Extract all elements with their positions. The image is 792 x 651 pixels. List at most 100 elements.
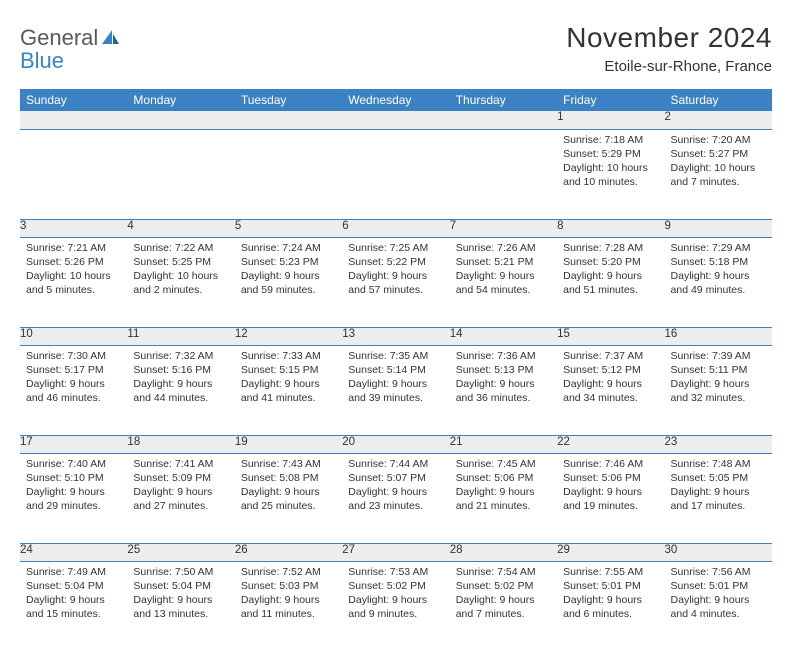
sunset-line: Sunset: 5:09 PM [133,471,228,485]
day-number-cell: 5 [235,219,342,237]
day-number-cell: 22 [557,435,664,453]
logo-text: General Blue [20,26,98,72]
sunset-line: Sunset: 5:11 PM [671,363,766,377]
sunrise-line: Sunrise: 7:18 AM [563,133,658,147]
daylight-line: Daylight: 9 hours and 25 minutes. [241,485,336,513]
sunset-line: Sunset: 5:12 PM [563,363,658,377]
sunset-line: Sunset: 5:15 PM [241,363,336,377]
day-details: Sunrise: 7:48 AMSunset: 5:05 PMDaylight:… [665,454,772,520]
day-cell [450,129,557,219]
day-number-cell: 12 [235,327,342,345]
day-cell: Sunrise: 7:43 AMSunset: 5:08 PMDaylight:… [235,453,342,543]
sunrise-line: Sunrise: 7:40 AM [26,457,121,471]
sunrise-line: Sunrise: 7:37 AM [563,349,658,363]
daylight-line: Daylight: 9 hours and 29 minutes. [26,485,121,513]
sunset-line: Sunset: 5:06 PM [456,471,551,485]
daylight-line: Daylight: 9 hours and 17 minutes. [671,485,766,513]
day-details: Sunrise: 7:44 AMSunset: 5:07 PMDaylight:… [342,454,449,520]
daylight-line: Daylight: 9 hours and 57 minutes. [348,269,443,297]
weekday-header: Thursday [450,89,557,111]
daylight-line: Daylight: 9 hours and 7 minutes. [456,593,551,621]
day-details: Sunrise: 7:53 AMSunset: 5:02 PMDaylight:… [342,562,449,628]
day-details: Sunrise: 7:37 AMSunset: 5:12 PMDaylight:… [557,346,664,412]
day-details: Sunrise: 7:40 AMSunset: 5:10 PMDaylight:… [20,454,127,520]
sunrise-line: Sunrise: 7:39 AM [671,349,766,363]
day-cell: Sunrise: 7:49 AMSunset: 5:04 PMDaylight:… [20,561,127,651]
sail-icon [100,28,120,48]
day-details: Sunrise: 7:52 AMSunset: 5:03 PMDaylight:… [235,562,342,628]
weekday-header: Friday [557,89,664,111]
sunrise-line: Sunrise: 7:50 AM [133,565,228,579]
day-details: Sunrise: 7:21 AMSunset: 5:26 PMDaylight:… [20,238,127,304]
day-cell: Sunrise: 7:36 AMSunset: 5:13 PMDaylight:… [450,345,557,435]
calendar-page: General Blue November 2024 Etoile-sur-Rh… [0,0,792,651]
logo-line2: Blue [20,48,64,73]
day-details: Sunrise: 7:29 AMSunset: 5:18 PMDaylight:… [665,238,772,304]
day-number-cell: 30 [665,543,772,561]
daylight-line: Daylight: 9 hours and 6 minutes. [563,593,658,621]
sunset-line: Sunset: 5:27 PM [671,147,766,161]
weekday-header: Monday [127,89,234,111]
day-cell: Sunrise: 7:29 AMSunset: 5:18 PMDaylight:… [665,237,772,327]
sunrise-line: Sunrise: 7:20 AM [671,133,766,147]
day-number-cell: 20 [342,435,449,453]
day-cell: Sunrise: 7:39 AMSunset: 5:11 PMDaylight:… [665,345,772,435]
day-details: Sunrise: 7:49 AMSunset: 5:04 PMDaylight:… [20,562,127,628]
sunrise-line: Sunrise: 7:30 AM [26,349,121,363]
day-cell: Sunrise: 7:30 AMSunset: 5:17 PMDaylight:… [20,345,127,435]
daylight-line: Daylight: 9 hours and 44 minutes. [133,377,228,405]
day-number-cell: 28 [450,543,557,561]
sunset-line: Sunset: 5:13 PM [456,363,551,377]
sunset-line: Sunset: 5:23 PM [241,255,336,269]
sunrise-line: Sunrise: 7:56 AM [671,565,766,579]
sunset-line: Sunset: 5:18 PM [671,255,766,269]
day-number-cell: 17 [20,435,127,453]
daylight-line: Daylight: 9 hours and 54 minutes. [456,269,551,297]
day-details: Sunrise: 7:55 AMSunset: 5:01 PMDaylight:… [557,562,664,628]
sunset-line: Sunset: 5:29 PM [563,147,658,161]
sunrise-line: Sunrise: 7:49 AM [26,565,121,579]
day-cell: Sunrise: 7:45 AMSunset: 5:06 PMDaylight:… [450,453,557,543]
sunrise-line: Sunrise: 7:54 AM [456,565,551,579]
day-cell: Sunrise: 7:37 AMSunset: 5:12 PMDaylight:… [557,345,664,435]
day-number-cell: 1 [557,111,664,129]
day-number-cell: 4 [127,219,234,237]
daylight-line: Daylight: 9 hours and 23 minutes. [348,485,443,513]
day-number-cell [450,111,557,129]
day-cell: Sunrise: 7:33 AMSunset: 5:15 PMDaylight:… [235,345,342,435]
day-number-cell: 7 [450,219,557,237]
day-cell: Sunrise: 7:26 AMSunset: 5:21 PMDaylight:… [450,237,557,327]
day-number-cell: 16 [665,327,772,345]
day-cell: Sunrise: 7:22 AMSunset: 5:25 PMDaylight:… [127,237,234,327]
day-details: Sunrise: 7:46 AMSunset: 5:06 PMDaylight:… [557,454,664,520]
day-number-cell: 18 [127,435,234,453]
sunrise-line: Sunrise: 7:24 AM [241,241,336,255]
sunset-line: Sunset: 5:04 PM [133,579,228,593]
day-number-cell: 25 [127,543,234,561]
sunset-line: Sunset: 5:05 PM [671,471,766,485]
sunset-line: Sunset: 5:01 PM [671,579,766,593]
sunrise-line: Sunrise: 7:52 AM [241,565,336,579]
sunset-line: Sunset: 5:02 PM [456,579,551,593]
day-details: Sunrise: 7:25 AMSunset: 5:22 PMDaylight:… [342,238,449,304]
calendar-body: 12Sunrise: 7:18 AMSunset: 5:29 PMDayligh… [20,111,772,651]
day-details: Sunrise: 7:18 AMSunset: 5:29 PMDaylight:… [557,130,664,196]
day-details: Sunrise: 7:45 AMSunset: 5:06 PMDaylight:… [450,454,557,520]
day-number-cell: 3 [20,219,127,237]
day-number-cell: 21 [450,435,557,453]
sunrise-line: Sunrise: 7:36 AM [456,349,551,363]
day-details: Sunrise: 7:54 AMSunset: 5:02 PMDaylight:… [450,562,557,628]
day-number-cell [127,111,234,129]
day-number-cell: 9 [665,219,772,237]
sunrise-line: Sunrise: 7:29 AM [671,241,766,255]
sunrise-line: Sunrise: 7:28 AM [563,241,658,255]
sunset-line: Sunset: 5:04 PM [26,579,121,593]
daylight-line: Daylight: 9 hours and 39 minutes. [348,377,443,405]
day-cell: Sunrise: 7:55 AMSunset: 5:01 PMDaylight:… [557,561,664,651]
sunset-line: Sunset: 5:25 PM [133,255,228,269]
day-details: Sunrise: 7:33 AMSunset: 5:15 PMDaylight:… [235,346,342,412]
daylight-line: Daylight: 9 hours and 59 minutes. [241,269,336,297]
daylight-line: Daylight: 9 hours and 13 minutes. [133,593,228,621]
day-cell: Sunrise: 7:20 AMSunset: 5:27 PMDaylight:… [665,129,772,219]
day-details: Sunrise: 7:22 AMSunset: 5:25 PMDaylight:… [127,238,234,304]
